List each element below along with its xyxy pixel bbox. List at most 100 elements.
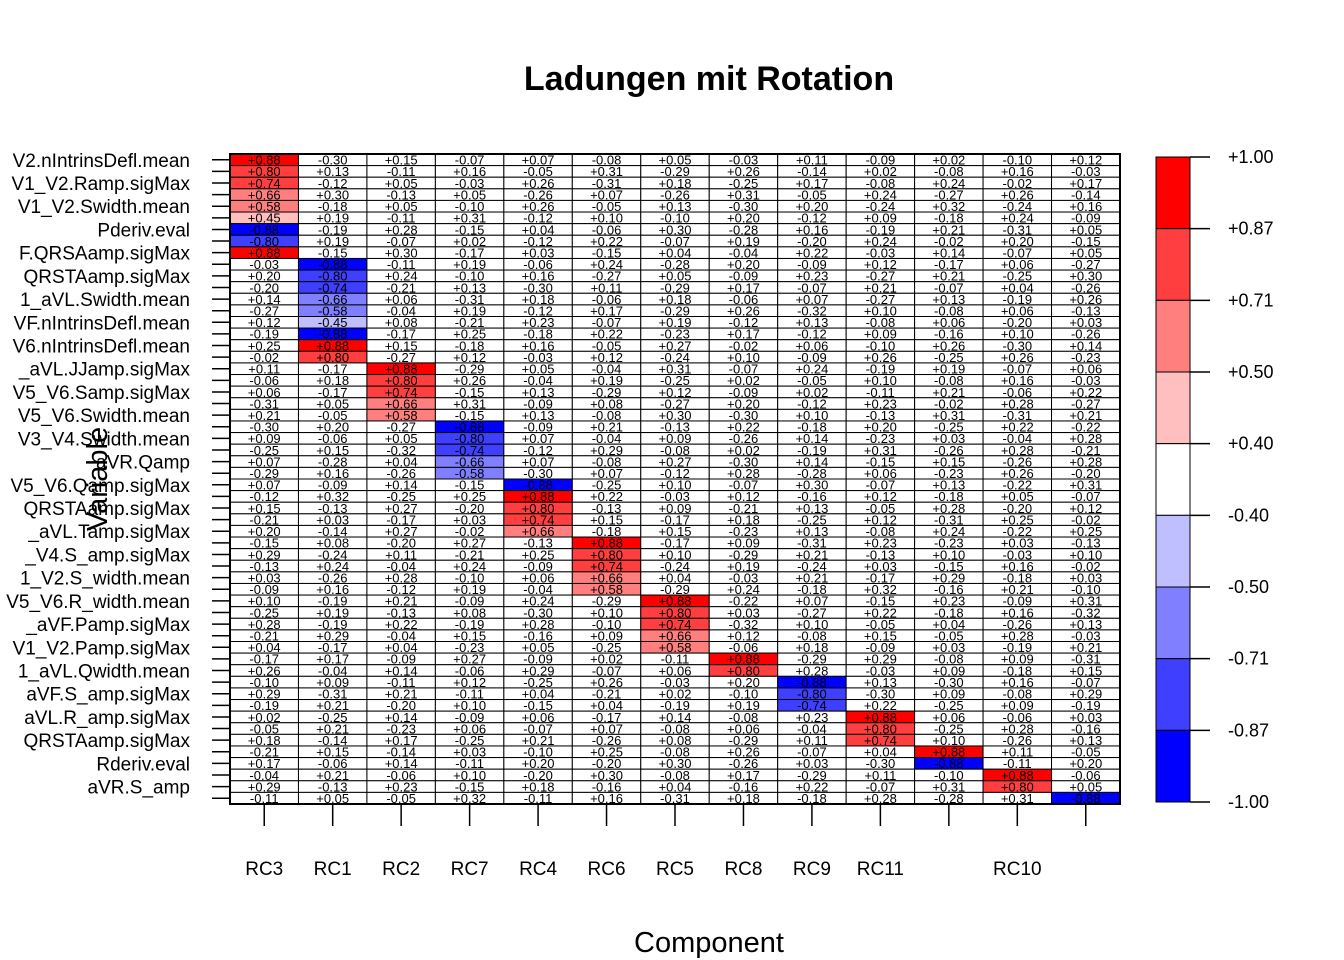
cell-value-label: -0.05 [592, 338, 622, 353]
cell-value-label: +0.23 [522, 315, 555, 330]
y-tick-label: V5_V6.Swidth.mean [18, 406, 190, 427]
cell-value-label: +0.17 [727, 327, 760, 342]
cell-value-label: -0.29 [729, 733, 759, 748]
cell-value-label: +0.24 [590, 257, 623, 272]
cell-value-label: -0.06 [729, 292, 759, 307]
cell-value-label: -0.25 [592, 478, 622, 493]
cell-value-label: -0.08 [934, 652, 964, 667]
cell-value-label: -0.07 [1071, 675, 1101, 690]
cell-value-label: +0.12 [453, 675, 486, 690]
cell-value-label: -0.04 [592, 431, 622, 446]
cell-value-label: -0.17 [866, 570, 896, 585]
cell-value-label: +0.58 [248, 199, 281, 214]
cell-value-label: -0.88 [1071, 791, 1101, 806]
cell-value-label: +0.20 [727, 257, 760, 272]
chart-title: Ladungen mit Rotation [524, 60, 894, 98]
cell-value-label: -0.09 [866, 153, 896, 168]
cell-value-label: -0.25 [660, 373, 690, 388]
cell-value-label: +0.10 [727, 350, 760, 365]
cell-value-label: +0.04 [659, 570, 692, 585]
cell-value-label: -0.08 [1002, 687, 1032, 702]
y-tick-label: 1_aVL.Swidth.mean [20, 290, 190, 311]
cell-value-label: +0.30 [795, 478, 828, 493]
cell-value-label: -0.13 [386, 187, 416, 202]
cell-value-label: -0.30 [249, 420, 279, 435]
x-tick-label: RC4 [519, 859, 557, 880]
cell-value-label: +0.32 [932, 199, 965, 214]
cell-value-label: +0.16 [1001, 675, 1034, 690]
cell-value-label: +0.30 [1069, 269, 1102, 284]
cell-value-label: +0.23 [864, 536, 897, 551]
cell-value-label: +0.14 [248, 292, 281, 307]
cell-value-label: +0.05 [316, 791, 349, 806]
cell-value-label: -0.11 [387, 164, 416, 179]
cell-value-label: +0.13 [795, 524, 828, 539]
cell-value-label: +0.30 [385, 245, 418, 260]
cell-value-label: +0.29 [248, 687, 281, 702]
cell-value-label: -0.18 [1002, 663, 1032, 678]
cell-value-label: -0.05 [797, 187, 827, 202]
cell-value-label: +0.24 [932, 176, 965, 191]
cell-value-label: +0.07 [795, 292, 828, 307]
cell-value-label: +0.26 [522, 199, 555, 214]
cell-value-label: -0.09 [729, 269, 759, 284]
cell-value-label: +0.27 [659, 454, 692, 469]
cell-value-label: +0.19 [453, 257, 486, 272]
cell-value-label: -0.30 [523, 466, 553, 481]
cell-value-label: -0.31 [1002, 222, 1032, 237]
cell-value-label: +0.31 [1069, 594, 1102, 609]
cell-value-label: +0.30 [659, 222, 692, 237]
cell-value-label: -0.14 [1071, 187, 1101, 202]
y-tick-label: _aVL.JJamp.sigMax [18, 360, 191, 381]
x-axis-title: Component [634, 927, 784, 959]
cell-value-label: +0.15 [316, 443, 349, 458]
cell-value-label: -0.25 [729, 176, 759, 191]
cell-value-label: +0.25 [522, 547, 555, 562]
cell-value-label: +0.21 [385, 594, 418, 609]
cell-value-label: -0.27 [249, 304, 279, 319]
cell-value-label: -0.03 [1071, 629, 1101, 644]
cell-value-label: -0.23 [934, 536, 964, 551]
cell-value-label: +0.07 [522, 153, 555, 168]
cell-value-label: -0.15 [455, 385, 485, 400]
cell-value-label: +0.28 [385, 222, 418, 237]
cell-value-label: -0.25 [1002, 269, 1032, 284]
cell-value-label: +0.23 [864, 396, 897, 411]
cell-value-label: -0.13 [592, 501, 622, 516]
cell-value-label: -0.22 [1002, 524, 1032, 539]
cell-value-label: +0.80 [522, 501, 555, 516]
cell-value-label: -0.80 [455, 431, 485, 446]
cell-value-label: -0.09 [523, 559, 553, 574]
colorbar-label: -1.00 [1228, 792, 1269, 812]
cell-value-label: -0.10 [660, 211, 690, 226]
cell-value-label: +0.09 [864, 211, 897, 226]
cell-value-label: +0.66 [385, 396, 418, 411]
cell-value-label: +0.27 [453, 652, 486, 667]
cell-value-label: -0.07 [934, 280, 964, 295]
cell-value-label: +0.12 [1069, 153, 1102, 168]
cell-value-label: -0.13 [660, 420, 690, 435]
cell-value-label: +0.06 [522, 710, 555, 725]
cell-value-label: +0.31 [727, 187, 760, 202]
cell-value-label: -0.04 [386, 559, 416, 574]
cell-value-label: -0.30 [523, 605, 553, 620]
y-tick-label: 1_V2.S_width.mean [20, 569, 190, 590]
cell-value-label: -0.24 [660, 559, 690, 574]
cell-value-label: +0.11 [796, 733, 828, 748]
cell-value-label: +0.25 [248, 338, 281, 353]
cell-value-label: +0.19 [932, 362, 965, 377]
cell-value-label: -0.25 [523, 675, 553, 690]
cell-value-label: -0.18 [797, 791, 827, 806]
cell-value-label: -0.24 [1002, 199, 1032, 214]
cell-value-label: -0.25 [592, 640, 622, 655]
cell-value-label: +0.17 [590, 304, 623, 319]
cell-value-label: +0.05 [316, 396, 349, 411]
colorbar-segment [1155, 658, 1191, 731]
y-tick-label: F.QRSAamp.sigMax [19, 244, 191, 265]
cell-value-label: +0.26 [1001, 350, 1034, 365]
cell-value-label: +0.26 [727, 745, 760, 760]
cell-value-label: -0.74 [318, 280, 348, 295]
cell-value-label: +0.19 [453, 304, 486, 319]
cell-value-label: -0.03 [660, 675, 690, 690]
cell-value-label: +0.21 [316, 721, 349, 736]
